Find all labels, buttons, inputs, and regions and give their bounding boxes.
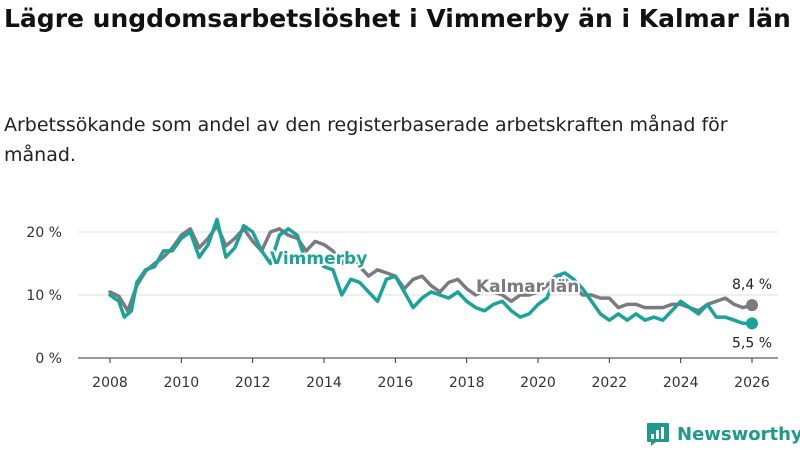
- grid-lines: [78, 231, 778, 296]
- end-label-kalmar-lan: 8,4 %: [732, 277, 772, 293]
- x-tick-label: 2026: [734, 375, 770, 391]
- x-tick-label: 2014: [306, 375, 342, 391]
- y-tick-label: 0 %: [35, 351, 62, 367]
- x-tick-label: 2020: [520, 375, 556, 391]
- x-tick-label: 2018: [449, 375, 485, 391]
- x-tick-label: 2016: [378, 375, 414, 391]
- series-lines: [108, 217, 758, 330]
- newsworthy-logo-icon: [647, 423, 669, 446]
- x-tick-label: 2008: [92, 375, 128, 391]
- x-tick-label: 2012: [235, 375, 271, 391]
- series-line-kalmar-lan: [108, 223, 754, 313]
- series-labels: Vimmerby Kalmar län 8,4 % 5,5 %: [268, 247, 774, 353]
- x-tick-label: 2022: [592, 375, 628, 391]
- series-line-vimmerby: [108, 217, 754, 326]
- chart-title: Lägre ungdomsarbetslöshet i Vimmerby än …: [4, 4, 791, 33]
- end-point-vimmerby: [746, 317, 758, 330]
- end-point-kalmar-lan: [746, 299, 758, 312]
- label-vimmerby: Vimmerby: [270, 249, 367, 269]
- x-tick-label: 2024: [663, 375, 699, 391]
- y-tick-label: 10 %: [26, 288, 62, 304]
- line-chart: 0 % 10 % 20 % 2008 2010 2012 2014 2016 2018 2020…: [26, 217, 778, 391]
- x-axis: 2008 2010 2012 2014 2016 2018 2020 2022 2024 2026: [78, 357, 778, 391]
- y-axis: 0 % 10 % 20 %: [26, 225, 62, 367]
- newsworthy-logo: Newsworthy: [645, 420, 800, 448]
- brand-name: Newsworthy: [677, 423, 800, 445]
- end-label-vimmerby: 5,5 %: [732, 335, 772, 351]
- label-kalmar-lan: Kalmar län: [476, 277, 579, 297]
- y-tick-label: 20 %: [26, 225, 62, 241]
- chart-subtitle: Arbetssökande som andel av den registerb…: [4, 114, 728, 166]
- x-tick-label: 2010: [164, 375, 200, 391]
